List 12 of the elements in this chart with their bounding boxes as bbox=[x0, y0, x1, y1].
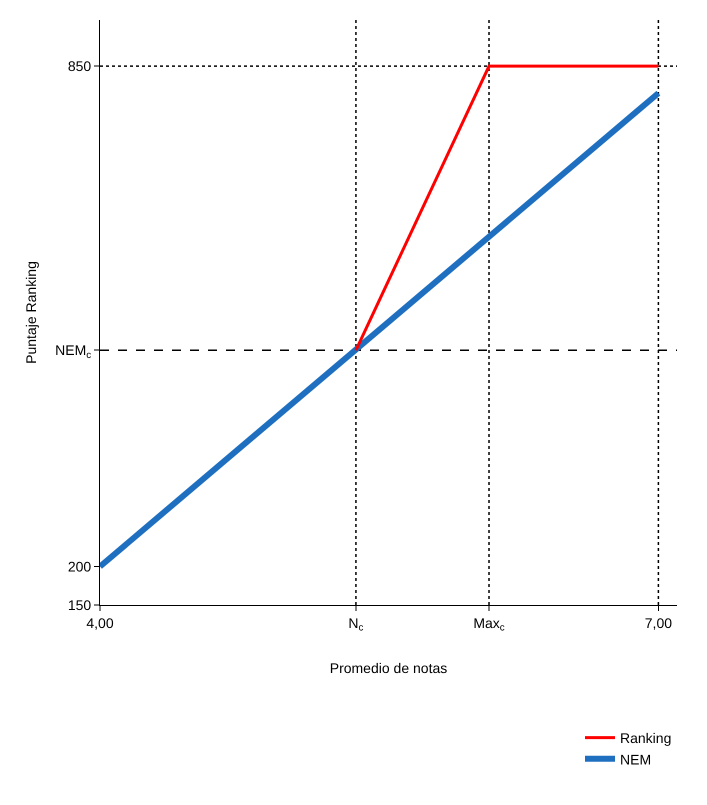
y-tick-label: 200 bbox=[68, 558, 92, 574]
x-tick-label: N$_{c}$ bbox=[348, 614, 364, 634]
x-tick-label: 7,00 bbox=[644, 614, 672, 631]
legend-label: NEM bbox=[620, 751, 652, 768]
y-tick-label: 150 bbox=[68, 596, 92, 613]
y-tick-label: 850 bbox=[68, 58, 92, 74]
y-tick-label: NEM$_{c}$ bbox=[55, 342, 92, 362]
x-tick-label: Max$_{c}$ bbox=[473, 614, 505, 634]
x-axis-title: Promedio de notas bbox=[330, 660, 448, 676]
x-tick-label: 4,00 bbox=[86, 614, 114, 631]
y-axis-title: Puntaje Ranking bbox=[22, 261, 39, 364]
legend-label: Ranking bbox=[620, 730, 672, 746]
